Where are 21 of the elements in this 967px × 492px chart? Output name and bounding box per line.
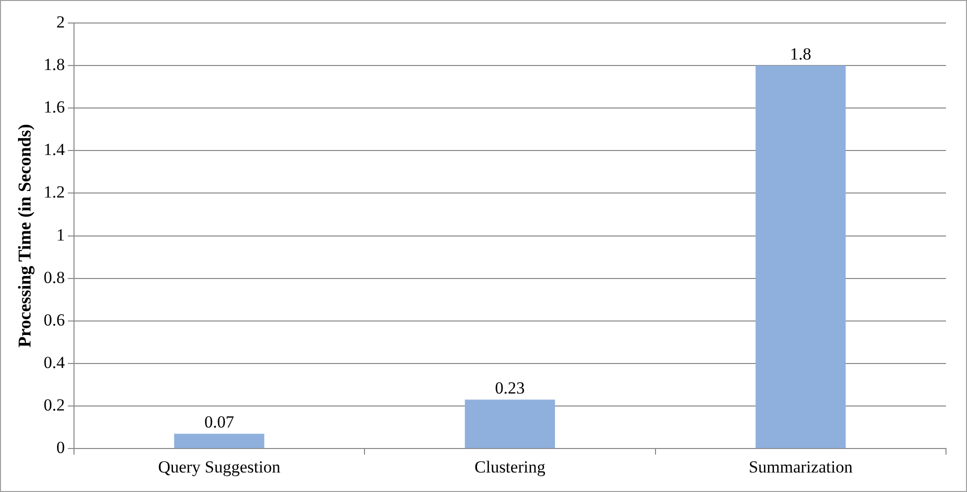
y-tick-label: 1 <box>56 225 65 244</box>
y-tick-label: 1.2 <box>44 182 65 202</box>
y-tick-label: 1.4 <box>44 140 66 160</box>
x-tick-label: Clustering <box>474 457 546 476</box>
x-tick-label: Query Suggestion <box>158 457 281 476</box>
data-label: 1.8 <box>790 44 812 64</box>
y-tick-label: 2 <box>56 12 65 32</box>
data-label: 0.07 <box>204 412 235 432</box>
y-tick-label: 0.4 <box>44 352 66 372</box>
bar <box>174 434 264 448</box>
y-axis-title: Processing Time (in Seconds) <box>14 124 34 348</box>
y-tick-label: 0.6 <box>44 310 65 330</box>
y-tick-label: 0 <box>56 438 65 458</box>
y-tick-label: 0.2 <box>44 396 65 415</box>
data-label: 0.23 <box>495 378 525 398</box>
x-tick-label: Summarization <box>748 457 854 476</box>
bar <box>464 400 555 448</box>
bar <box>756 66 846 448</box>
y-tick-label: 1.6 <box>44 98 65 117</box>
y-tick-label: 1.8 <box>44 55 65 74</box>
y-tick-label: 0.8 <box>44 268 65 287</box>
